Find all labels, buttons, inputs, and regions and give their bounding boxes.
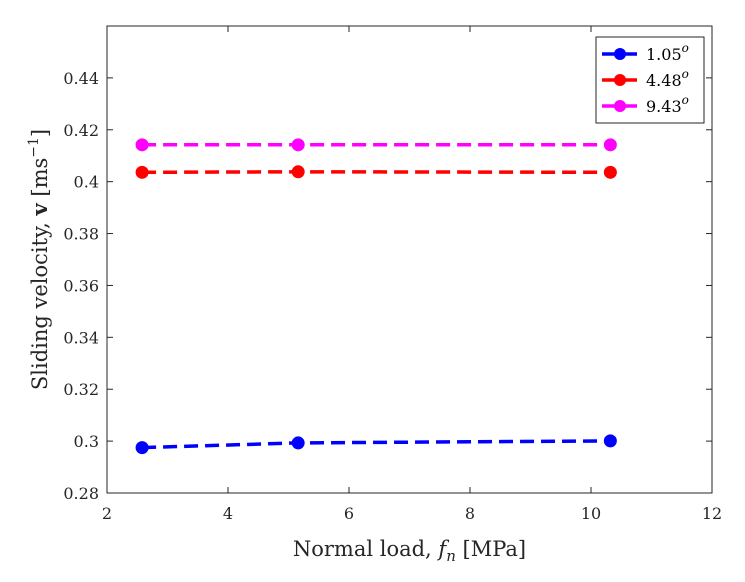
y-tick-label: 0.4 [74,173,99,192]
y-tick-label: 0.3 [74,432,99,451]
data-point [291,165,305,179]
x-tick-label: 8 [465,504,475,523]
legend-marker [614,48,626,60]
y-tick-label: 0.32 [63,380,99,399]
series-line [142,439,611,450]
y-tick-label: 0.28 [63,484,99,503]
data-point [135,165,149,179]
data-point [135,441,149,455]
legend-marker [614,100,626,112]
data-point [291,436,305,450]
y-tick-label: 0.44 [63,69,99,88]
x-axis-title: Normal load, fn [MPa] [293,537,526,565]
x-tick-label: 12 [702,504,722,523]
data-point [291,138,305,152]
y-tick-label: 0.42 [63,121,99,140]
x-tick-label: 2 [102,504,112,523]
legend-label: 9.43o [646,93,689,116]
axis-titles: Normal load, fn [MPa] Sliding velocity, v… [26,129,526,565]
x-tick-label: 6 [344,504,354,523]
data-point [603,434,617,448]
legend-item: 9.43o [602,93,689,116]
legend-item: 4.48o [602,67,689,90]
y-tick-label: 0.36 [63,276,99,295]
data-point [135,138,149,152]
data-point [603,138,617,152]
x-tick-label: 4 [223,504,233,523]
legend-label: 1.05o [646,41,689,64]
x-tick-label: 10 [581,504,601,523]
series-layer [135,138,617,455]
tick-labels: 2 4 6 8 10 12 0.28 0.3 0.32 0.34 0.36 0.38 0.4 0.42 0.… [63,69,722,523]
series-line [142,170,611,175]
legend-marker [614,74,626,86]
legend-label: 4.48o [646,67,689,90]
legend: 1.05o 4.48o 9.43o [595,36,705,124]
series-9.43 [135,138,617,152]
axes [106,25,713,494]
legend-item: 1.05o [602,41,689,64]
series-1.05 [135,434,617,455]
plot-frame [106,25,713,494]
y-tick-label: 0.34 [63,328,99,347]
y-axis-title: Sliding velocity, v [ms−1] [26,129,52,390]
series-4.48 [135,165,617,179]
y-tick-label: 0.38 [63,225,99,244]
data-point [603,165,617,179]
